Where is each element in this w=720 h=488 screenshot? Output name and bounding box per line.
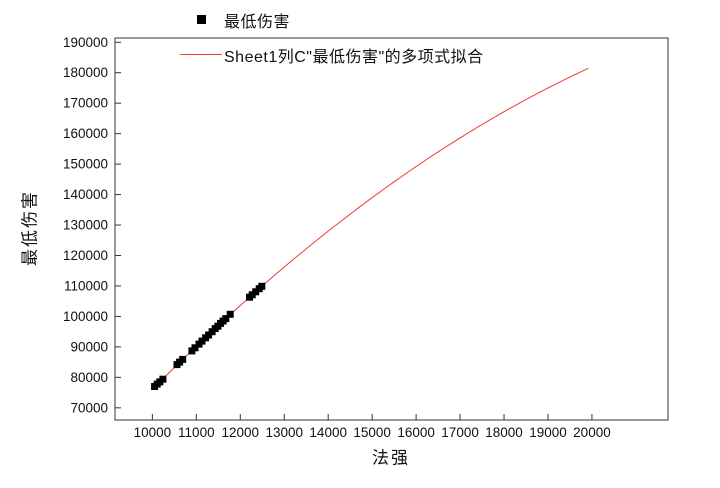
x-tick-label: 19000 [529,425,567,440]
y-tick-label: 160000 [63,126,108,141]
scatter-point [159,375,167,383]
y-tick-label: 120000 [63,248,108,263]
line-marker-icon [180,54,222,55]
square-marker-icon [196,15,206,24]
scatter-point [179,355,187,363]
x-tick-label: 16000 [397,425,435,440]
legend-label-fit: Sheet1列C"最低伤害"的多项式拟合 [224,48,484,66]
fit-line [152,67,589,389]
scatter-point [191,344,199,352]
scatter-point [222,315,230,323]
y-tick-label: 190000 [63,35,108,50]
y-tick-label: 80000 [70,370,108,385]
x-axis: 10000 11000 12000 13000 14000 15000 16000 17000… [134,414,611,440]
x-tick-label: 17000 [441,425,479,440]
x-tick-label: 10000 [134,425,172,440]
x-tick-label: 20000 [573,425,611,440]
x-axis-title: 法强 [372,448,410,468]
x-tick-label: 11000 [178,425,215,440]
y-axis: 70000 80000 90000 100000 110000 120000 130000 1… [63,35,121,415]
scatter-point [226,310,234,318]
x-tick-label: 18000 [485,425,523,440]
y-tick-label: 110000 [64,278,108,293]
y-tick-label: 100000 [63,309,108,324]
y-tick-label: 170000 [63,96,108,111]
plot-frame [114,37,669,421]
x-tick-label: 14000 [309,425,347,440]
legend-entry-scatter: 最低伤害 [178,2,484,37]
scatter-point [198,337,206,345]
legend: 最低伤害 Sheet1列C"最低伤害"的多项式拟合 [178,2,484,72]
y-axis-title: 最低伤害 [20,190,40,266]
scatter-point [258,282,266,290]
y-tick-label: 140000 [63,187,108,202]
scatter-series [151,282,266,390]
y-tick-label: 90000 [70,339,108,354]
legend-entry-fit: Sheet1列C"最低伤害"的多项式拟合 [178,37,484,72]
y-tick-label: 180000 [63,65,108,80]
legend-marker-area [178,54,224,55]
y-tick-label: 130000 [63,218,108,233]
y-tick-label: 70000 [70,400,108,415]
x-tick-label: 12000 [222,425,260,440]
legend-label-scatter: 最低伤害 [224,13,291,31]
legend-marker-area [178,15,224,24]
x-tick-label: 13000 [265,425,303,440]
y-tick-label: 150000 [63,157,108,172]
x-tick-label: 15000 [353,425,391,440]
